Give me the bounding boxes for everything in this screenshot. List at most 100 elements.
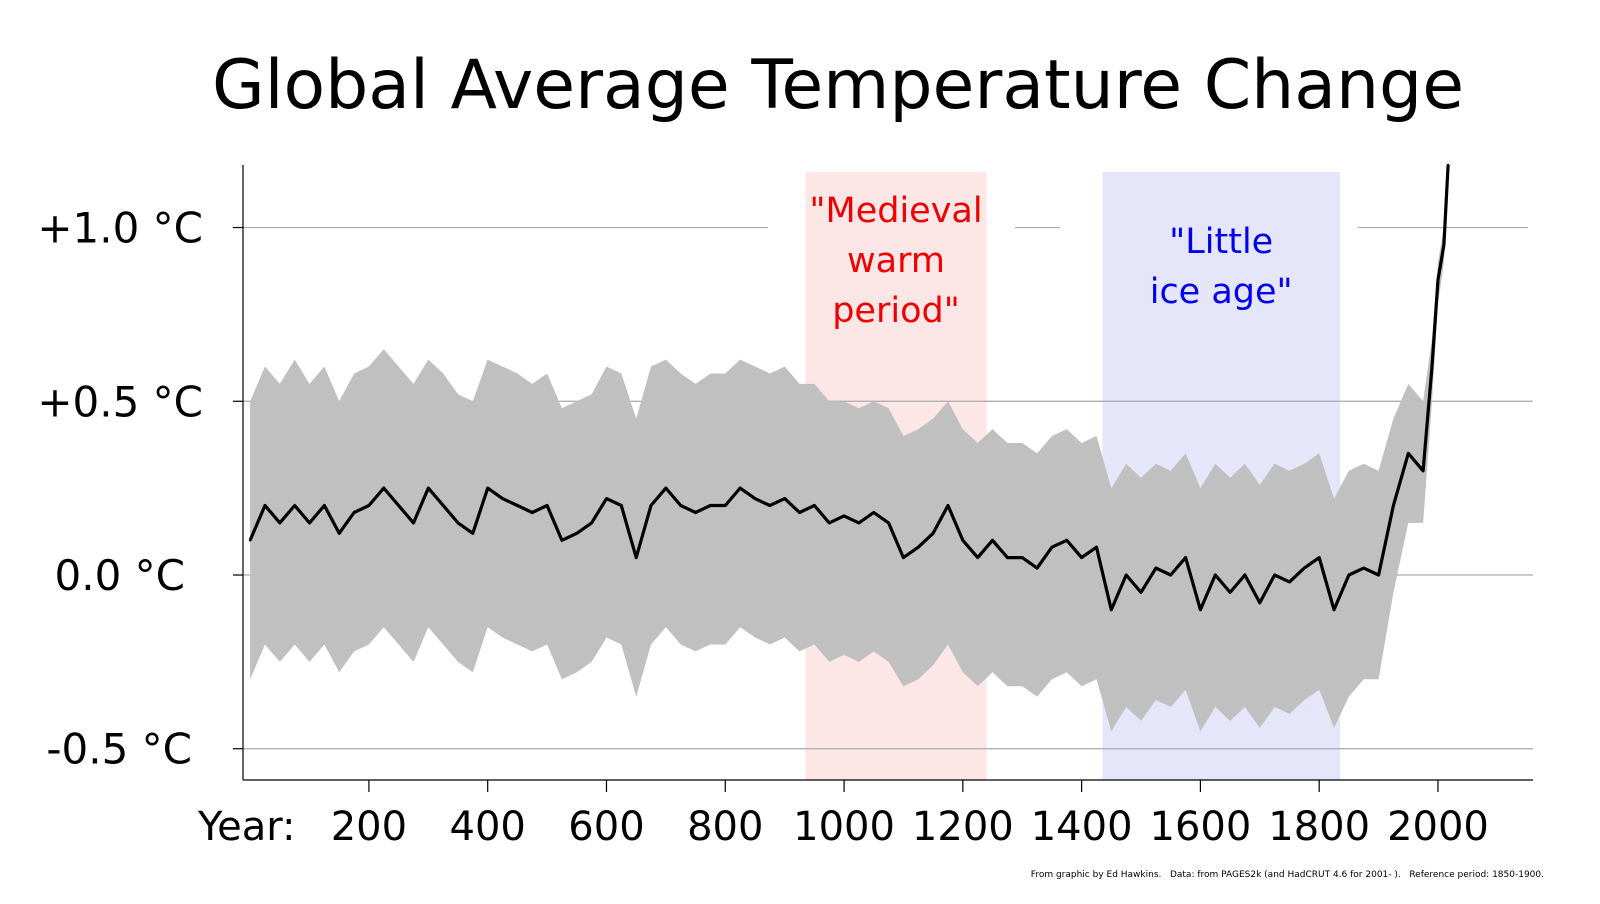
data-point [456,521,460,525]
x-tick-label: 1200 [912,804,1014,850]
data-point [308,521,311,525]
data-point [1095,546,1098,549]
data-point [1050,546,1054,549]
data-point [724,504,727,507]
data-point [649,504,653,507]
data-point [902,556,905,559]
data-point [1303,566,1306,570]
data-point [738,486,742,490]
data-point [412,521,415,525]
x-tick-label: 200 [331,804,407,850]
data-point [813,504,816,507]
data-point [1169,573,1172,577]
x-tick-label: 2000 [1387,804,1489,850]
data-point [1154,566,1158,570]
data-point [1436,278,1440,281]
annotation-label: period" [832,291,960,331]
data-point [1214,573,1217,577]
y-tick-label: +0.5 °C [37,377,203,426]
data-point [397,504,400,507]
data-point [753,497,757,500]
data-point [1065,539,1068,542]
data-point [427,486,430,490]
data-point [798,511,801,514]
y-tick-label: 0.0 °C [55,551,185,600]
data-point [828,521,831,525]
data-point [1317,556,1321,559]
annotation-label: ice age" [1150,272,1293,312]
data-point [857,521,861,525]
x-tick-label: 1400 [1031,804,1133,850]
data-point [946,504,950,507]
data-point [1446,163,1450,167]
data-point [1124,573,1128,577]
data-point [1392,504,1395,507]
data-point [768,504,772,507]
data-point [1035,566,1039,570]
data-point [917,546,920,549]
y-tick-label: +1.0 °C [37,204,203,253]
data-point [367,504,371,507]
data-point [545,504,549,507]
data-point [931,532,935,535]
data-point [664,486,668,490]
data-point [486,486,489,490]
data-point [1110,608,1113,611]
data-point [263,504,267,507]
x-tick-label: 1600 [1150,804,1252,850]
data-point [783,497,786,500]
data-point [976,556,979,559]
x-tick-label: 1000 [793,804,895,850]
data-point [1273,573,1276,577]
x-tick-label: 400 [450,804,526,850]
data-point [842,514,846,518]
data-point [590,521,593,525]
data-point [1243,573,1247,577]
data-point [1288,580,1291,584]
data-point [323,504,326,507]
data-point [471,532,475,535]
data-point [1184,556,1187,559]
data-point [382,486,385,490]
data-point [1442,243,1446,247]
data-point [1258,601,1261,604]
data-point [1332,608,1336,611]
uncertainty-band [250,158,1449,732]
data-point [887,521,890,525]
data-point [501,497,504,500]
annotation-label: warm [847,241,945,281]
data-point [1021,556,1024,559]
annotation-label: "Little [1169,222,1273,262]
annotation-label: "Medieval [809,191,982,231]
data-point [352,511,356,514]
data-point [560,539,564,542]
chart-title: Global Average Temperature Change [212,46,1464,125]
data-point [1362,566,1365,570]
data-point [1421,469,1425,472]
data-point [248,539,252,542]
data-point [1006,556,1009,559]
data-point [338,532,341,535]
data-point [634,556,638,559]
x-tick-label: 600 [568,804,644,850]
data-point [1347,573,1351,577]
data-point [1407,452,1410,455]
x-axis-label: Year: [197,804,295,850]
y-tick-label: -0.5 °C [46,725,192,774]
data-point [872,511,875,514]
data-point [694,511,697,514]
footnote: From graphic by Ed Hawkins. Data: from P… [1031,870,1544,880]
data-point [1228,591,1232,594]
data-point [679,504,682,507]
data-point [1377,573,1380,577]
data-point [1199,608,1202,611]
data-point [961,539,965,542]
data-point [1430,365,1434,368]
x-tick-label: 1800 [1268,804,1370,850]
data-point [278,521,282,525]
data-point [605,497,608,500]
data-point [441,504,445,507]
data-point [516,504,519,507]
data-point [709,504,712,507]
